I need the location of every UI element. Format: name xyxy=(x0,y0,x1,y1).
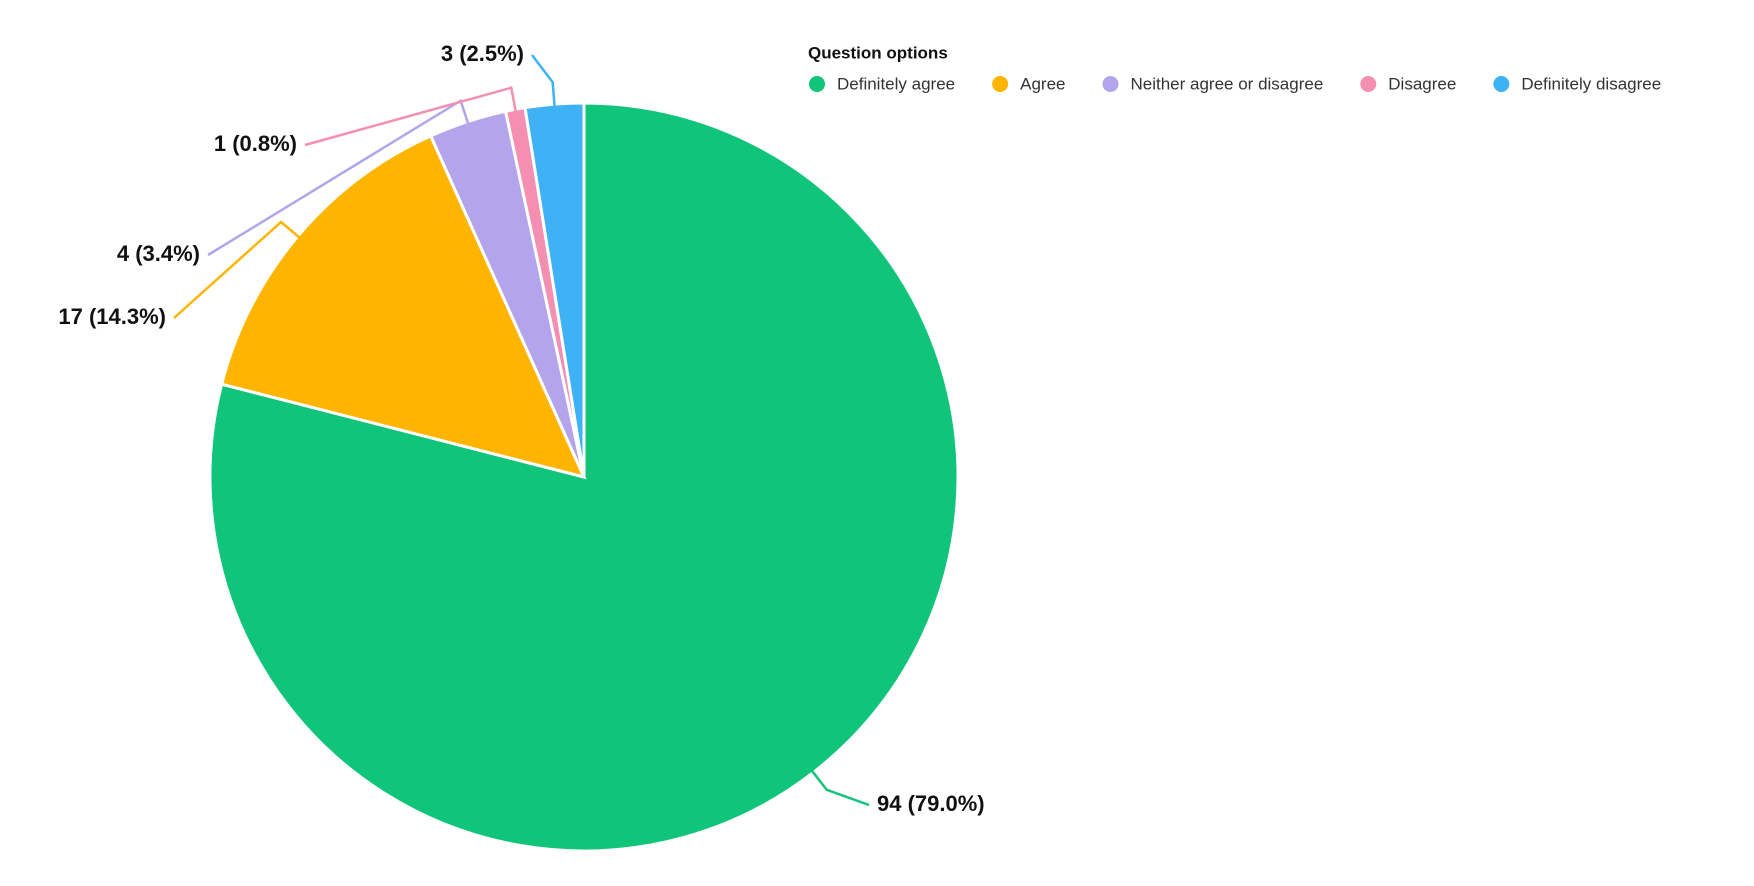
legend-swatch xyxy=(1360,76,1377,92)
legend-label: Disagree xyxy=(1388,74,1456,93)
legend-swatch xyxy=(809,76,825,92)
leader-line xyxy=(173,220,302,319)
data-label: 17 (14.3%) xyxy=(58,304,166,329)
legend-label: Neither agree or disagree xyxy=(1131,74,1324,93)
data-label: 4 (3.4%) xyxy=(117,241,200,266)
leader-line xyxy=(809,768,870,807)
legend-label: Agree xyxy=(1020,74,1065,93)
data-label: 94 (79.0%) xyxy=(877,791,985,816)
legend-swatch xyxy=(992,76,1009,92)
legend-title: Question options xyxy=(808,43,948,62)
data-label: 1 (0.8%) xyxy=(214,131,297,156)
legend-label: Definitely disagree xyxy=(1521,74,1661,93)
leader-line xyxy=(531,54,556,109)
data-label: 3 (2.5%) xyxy=(441,41,524,66)
legend-swatch xyxy=(1102,76,1119,92)
legend-swatch xyxy=(1493,76,1510,92)
leader-line xyxy=(304,86,518,147)
legend-label: Definitely agree xyxy=(837,74,955,93)
